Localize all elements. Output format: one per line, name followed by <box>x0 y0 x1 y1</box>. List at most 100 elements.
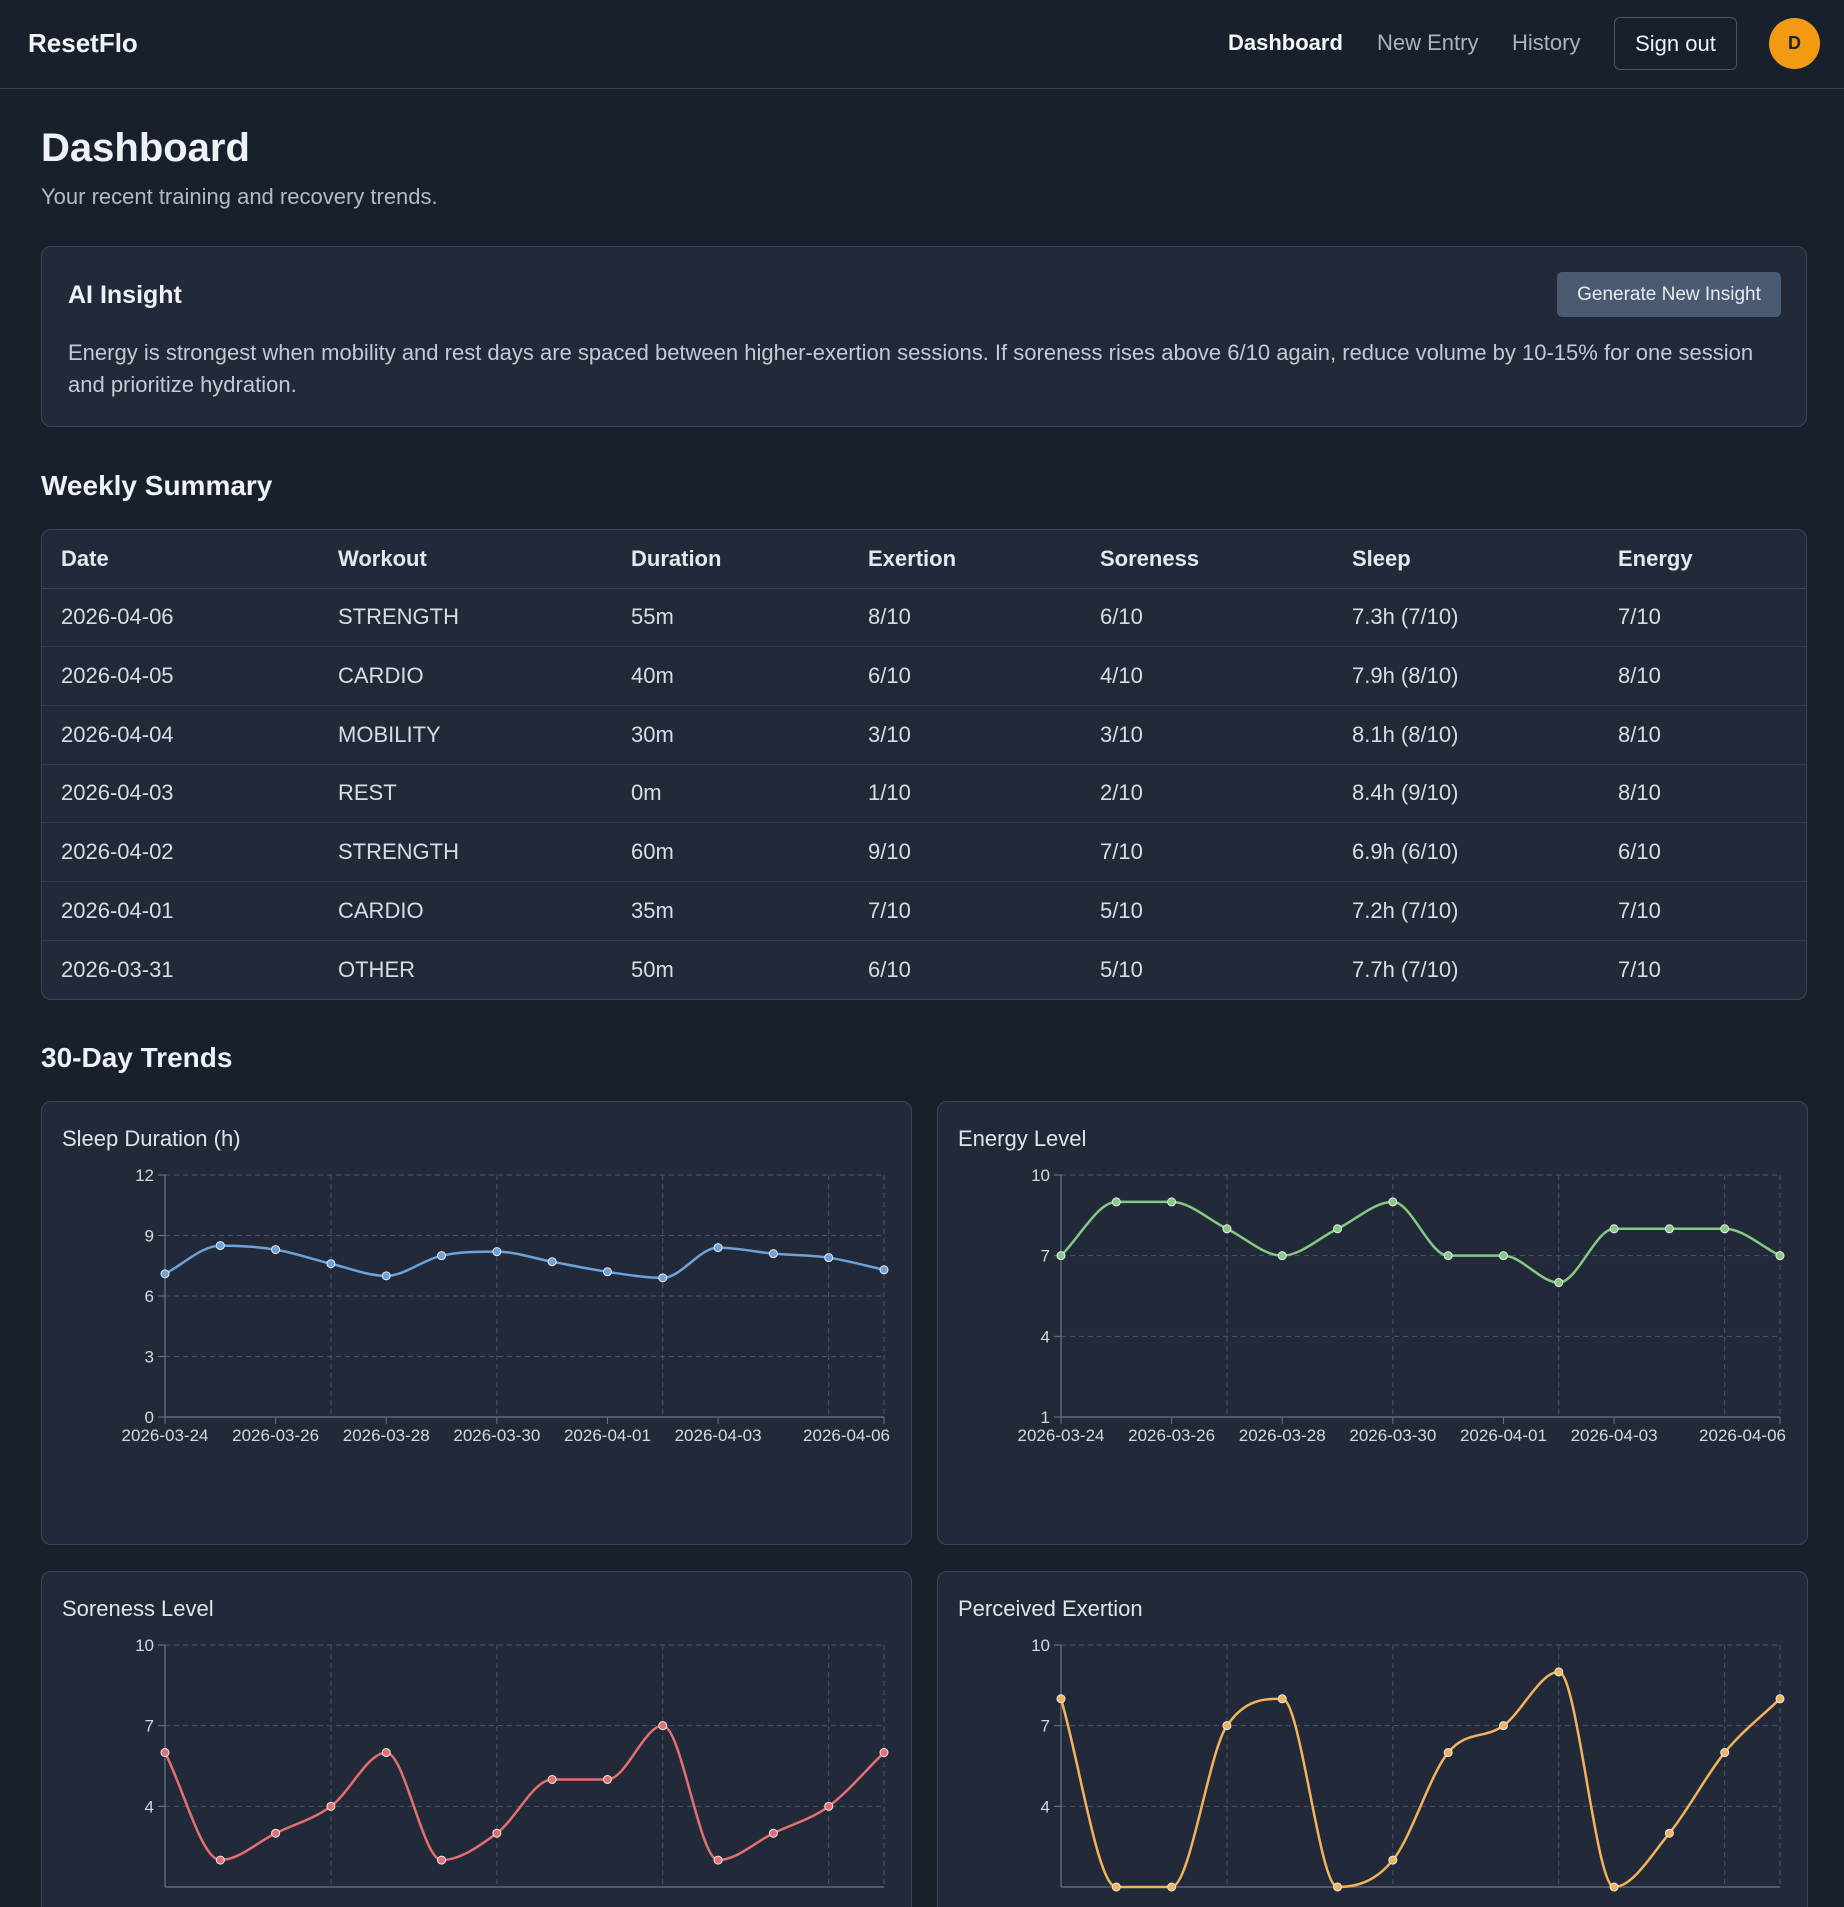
table-cell: 2026-04-05 <box>42 646 319 706</box>
y-tick-label: 3 <box>145 1348 154 1367</box>
data-point <box>602 1774 612 1784</box>
data-point <box>768 1828 778 1838</box>
x-tick-label: 2026-03-24 <box>1018 1426 1105 1445</box>
chart-title: Soreness Level <box>62 1596 214 1621</box>
x-tick-label: 2026-03-26 <box>1128 1426 1215 1445</box>
table-row[interactable]: 2026-04-04 MOBILITY 30m 3/10 3/10 8.1h (8/10)… <box>42 705 1806 765</box>
table-cell: 2026-04-02 <box>42 822 319 882</box>
nav-new-entry[interactable]: New Entry <box>1377 30 1479 55</box>
nav-history[interactable]: History <box>1512 30 1581 55</box>
data-point <box>1333 1882 1343 1892</box>
data-point <box>381 1748 391 1758</box>
data-point <box>768 1249 778 1259</box>
data-point <box>1056 1251 1066 1261</box>
sign-out-button[interactable]: Sign out <box>1614 17 1737 70</box>
table-cell: 7/10 <box>1599 588 1806 648</box>
data-point <box>215 1855 225 1865</box>
data-point <box>824 1801 834 1811</box>
table-cell: CARDIO <box>319 881 612 941</box>
table-cell: 2026-04-01 <box>42 881 319 941</box>
data-point <box>215 1241 225 1251</box>
data-point <box>326 1259 336 1269</box>
data-point <box>547 1257 557 1267</box>
column-header: Sleep <box>1333 530 1599 589</box>
table-cell: 8.1h (8/10) <box>1333 705 1599 765</box>
data-point <box>1167 1882 1177 1892</box>
y-tick-label: 10 <box>1031 1166 1050 1185</box>
weekly-summary-title: Weekly Summary <box>41 470 273 501</box>
table-cell: 30m <box>612 705 849 765</box>
chart-title: Energy Level <box>958 1126 1087 1151</box>
table-row[interactable]: 2026-03-31 OTHER 50m 6/10 5/10 7.7h (7/10) 7/1… <box>42 940 1806 999</box>
chart-plot-area: 4 7 10 <box>135 1636 889 1888</box>
x-tick-label: 2026-03-26 <box>232 1426 319 1445</box>
data-point <box>1609 1882 1619 1892</box>
table-cell: 50m <box>631 956 674 982</box>
table-cell: STRENGTH <box>319 588 612 648</box>
table-cell: 5/10 <box>1081 881 1333 941</box>
table-cell: 40m <box>612 646 849 706</box>
table-row[interactable]: 2026-04-03 REST 0m 1/10 2/10 8.4h (9/10) 8/10 <box>42 764 1806 824</box>
nav-dashboard[interactable]: Dashboard <box>1228 30 1343 55</box>
table-cell: 6/10 <box>868 956 911 982</box>
table-cell: 6.9h (6/10) <box>1333 822 1599 882</box>
table-row[interactable]: 2026-04-02 STRENGTH 60m 9/10 7/10 6.9h (6/10)… <box>42 822 1806 882</box>
x-tick-label: 2026-03-30 <box>1349 1426 1436 1445</box>
soreness-chart-card: Soreness Level 4 7 10 <box>41 1571 912 1907</box>
table-cell: 2026-04-03 <box>42 764 319 824</box>
data-point <box>1167 1197 1177 1207</box>
y-tick-label: 9 <box>145 1227 154 1246</box>
data-point <box>1277 1251 1287 1261</box>
chart-plot-area: 1 4 7 10 2026-03-24 2026-03-26 2026-03-28 2026-… <box>1018 1166 1786 1445</box>
table-cell: 1/10 <box>849 764 1081 824</box>
data-point <box>1554 1667 1564 1677</box>
data-point <box>271 1245 281 1255</box>
generate-insight-button[interactable]: Generate New Insight <box>1557 272 1781 317</box>
data-point <box>1388 1855 1398 1865</box>
table-row[interactable]: 2026-04-05 CARDIO 40m 6/10 4/10 7.9h (8/10) 8/… <box>42 646 1806 706</box>
table-cell: 7.9h (8/10) <box>1333 646 1599 706</box>
y-tick-label: 7 <box>1041 1717 1050 1736</box>
table-cell: 2026-03-31 <box>61 956 174 982</box>
y-tick-label: 7 <box>145 1717 154 1736</box>
data-point <box>326 1801 336 1811</box>
data-point <box>1111 1197 1121 1207</box>
data-point <box>1720 1748 1730 1758</box>
table-cell: 2026-04-04 <box>42 705 319 765</box>
table-cell: CARDIO <box>319 646 612 706</box>
page-subtitle: Your recent training and recovery trends… <box>41 184 438 209</box>
data-point <box>160 1269 170 1279</box>
column-header: Workout <box>319 530 612 589</box>
table-cell: 6/10 <box>1081 588 1333 648</box>
x-tick-label: 2026-04-06 <box>1699 1426 1786 1445</box>
data-point <box>1111 1882 1121 1892</box>
data-point <box>1720 1224 1730 1234</box>
table-cell: REST <box>319 764 612 824</box>
y-tick-label: 10 <box>1031 1636 1050 1655</box>
y-tick-label: 7 <box>1041 1247 1050 1266</box>
chart-plot-area: 4 7 10 <box>1031 1636 1785 1892</box>
data-point <box>1277 1694 1287 1704</box>
series-line <box>163 1724 885 1862</box>
table-cell: OTHER <box>338 956 415 982</box>
table-row[interactable]: 2026-04-01 CARDIO 35m 7/10 5/10 7.2h (7/10) 7/… <box>42 881 1806 941</box>
data-point <box>1388 1197 1398 1207</box>
chart-title: Perceived Exertion <box>958 1596 1143 1621</box>
data-point <box>879 1748 889 1758</box>
data-point <box>1056 1694 1066 1704</box>
data-point <box>602 1267 612 1277</box>
table-cell: 3/10 <box>1081 705 1333 765</box>
table-cell: 8/10 <box>1599 705 1806 765</box>
column-header: Duration <box>612 530 849 589</box>
table-row[interactable]: 2026-04-06 STRENGTH 55m 8/10 6/10 7.3h (7/10)… <box>42 588 1806 648</box>
data-point <box>1609 1224 1619 1234</box>
data-point <box>1443 1251 1453 1261</box>
table-cell: 6/10 <box>849 646 1081 706</box>
table-cell: 7/10 <box>1618 956 1661 982</box>
brand-logo[interactable]: ResetFlo <box>28 28 138 58</box>
table-cell: 55m <box>612 588 849 648</box>
x-tick-label: 2026-04-06 <box>803 1426 890 1445</box>
avatar[interactable]: D <box>1769 18 1820 69</box>
soreness-level-chart: 4 7 10 <box>135 1636 889 1888</box>
column-header: Energy <box>1599 530 1806 589</box>
